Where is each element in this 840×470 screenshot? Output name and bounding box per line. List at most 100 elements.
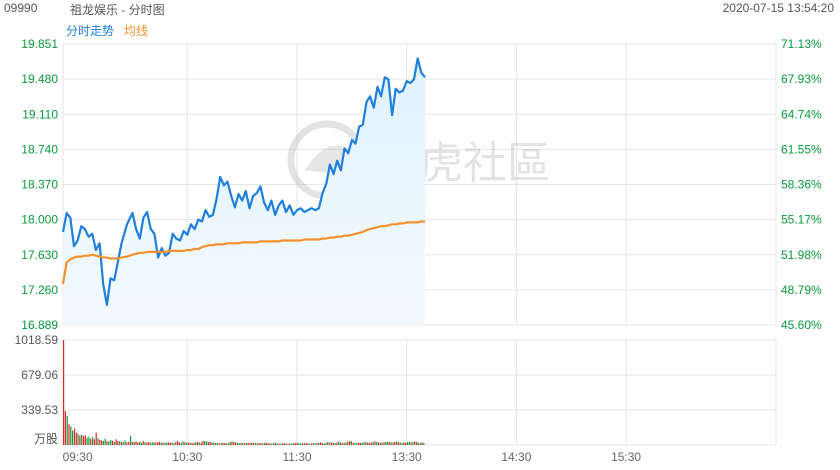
volume-bar: [273, 443, 275, 445]
volume-bar: [169, 442, 171, 445]
volume-bar: [421, 442, 423, 445]
volume-bar: [122, 442, 124, 445]
volume-bar: [359, 442, 361, 445]
volume-bar: [269, 443, 271, 445]
volume-bar: [343, 443, 345, 445]
y-right-tick-label: 64.74%: [781, 107, 822, 121]
volume-bar: [323, 443, 325, 445]
volume-bar: [314, 443, 316, 445]
volume-bar: [119, 441, 121, 445]
volume-bar: [363, 442, 365, 445]
volume-bar: [316, 442, 318, 445]
y-left-tick-label: 19.851: [21, 37, 58, 51]
volume-bar: [292, 443, 295, 445]
volume-bar: [70, 426, 72, 445]
volume-bar: [63, 340, 65, 445]
volume-bar: [72, 430, 74, 445]
volume-bar: [117, 440, 119, 445]
volume-bar: [73, 428, 76, 445]
volume-bar: [84, 435, 86, 445]
volume-bar: [341, 442, 343, 445]
volume-bar: [171, 442, 173, 445]
volume-bar: [251, 442, 253, 445]
volume-bar: [204, 441, 206, 445]
volume-bar: [146, 442, 148, 445]
volume-bar: [195, 442, 197, 445]
volume-bar: [423, 443, 425, 445]
volume-bar: [415, 441, 418, 445]
volume-bar: [358, 442, 360, 445]
volume-bar: [137, 442, 139, 445]
y-left-tick-label: 17.630: [21, 248, 58, 262]
volume-bar: [213, 442, 215, 445]
volume-bar: [253, 442, 255, 445]
volume-bar: [126, 442, 128, 445]
volume-bar: [312, 443, 314, 445]
x-tick-label: 15:30: [611, 450, 641, 464]
volume-bar: [254, 443, 257, 445]
volume-bar: [155, 442, 157, 445]
y-left-tick-label: 18.000: [21, 213, 58, 227]
intraday-price-area: [63, 58, 425, 326]
volume-bar: [336, 442, 338, 445]
volume-bar: [356, 443, 358, 445]
volume-bar: [303, 443, 305, 445]
volume-bar: [162, 442, 164, 445]
stock-name-title: 祖龙娱乐 - 分时图: [70, 3, 165, 17]
timestamp: 2020-07-15 13:54:20: [722, 1, 834, 15]
volume-bar: [242, 442, 244, 445]
volume-bar: [189, 442, 191, 445]
volume-bar: [115, 439, 117, 445]
volume-bar: [376, 442, 378, 445]
volume-bar: [216, 442, 218, 445]
volume-bar: [307, 443, 309, 445]
y-right-tick-label: 48.79%: [781, 283, 822, 297]
volume-bar: [283, 443, 285, 445]
volume-bar: [262, 443, 264, 445]
volume-bar: [276, 443, 278, 445]
volume-bar: [381, 442, 383, 445]
volume-bar: [405, 442, 407, 445]
volume-bar: [151, 442, 153, 445]
volume-bar: [153, 442, 155, 445]
volume-bar: [280, 443, 282, 445]
volume-bar: [177, 440, 179, 445]
volume-bar: [93, 439, 95, 445]
volume-bar: [249, 442, 251, 445]
volume-bar: [361, 442, 363, 445]
volume-bar: [347, 441, 349, 445]
volume-bar: [291, 443, 293, 445]
volume-bar: [301, 443, 304, 445]
volume-y-tick-label: 679.06: [21, 368, 58, 382]
volume-bar: [403, 442, 405, 445]
volume-bar: [278, 443, 280, 445]
y-right-tick-label: 45.60%: [781, 318, 822, 332]
volume-bar: [408, 441, 410, 445]
volume-bar: [240, 442, 242, 445]
volume-bar: [374, 441, 376, 445]
volume-bar: [218, 443, 220, 445]
volume-bar: [410, 442, 412, 445]
volume-bar: [86, 437, 88, 445]
x-tick-label: 14:30: [501, 450, 531, 464]
volume-bar: [206, 441, 208, 445]
volume-bar: [274, 442, 276, 445]
y-left-tick-label: 16.889: [21, 318, 58, 332]
volume-bar: [377, 442, 380, 445]
volume-bar: [414, 441, 416, 445]
volume-bar: [352, 442, 354, 445]
volume-bar: [339, 442, 342, 445]
volume-bar: [130, 435, 132, 445]
x-tick-label: 09:30: [63, 450, 93, 464]
volume-bar: [110, 440, 112, 445]
volume-bar: [227, 443, 229, 445]
volume-bar: [392, 442, 394, 445]
y-left-tick-label: 18.740: [21, 142, 58, 156]
volume-bar: [296, 442, 298, 445]
volume-bar: [166, 442, 168, 445]
volume-bar: [133, 441, 135, 445]
volume-y-tick-label: 339.53: [21, 403, 58, 417]
volume-bar: [298, 443, 300, 445]
volume-bar: [406, 441, 409, 445]
volume-bar: [368, 442, 371, 445]
